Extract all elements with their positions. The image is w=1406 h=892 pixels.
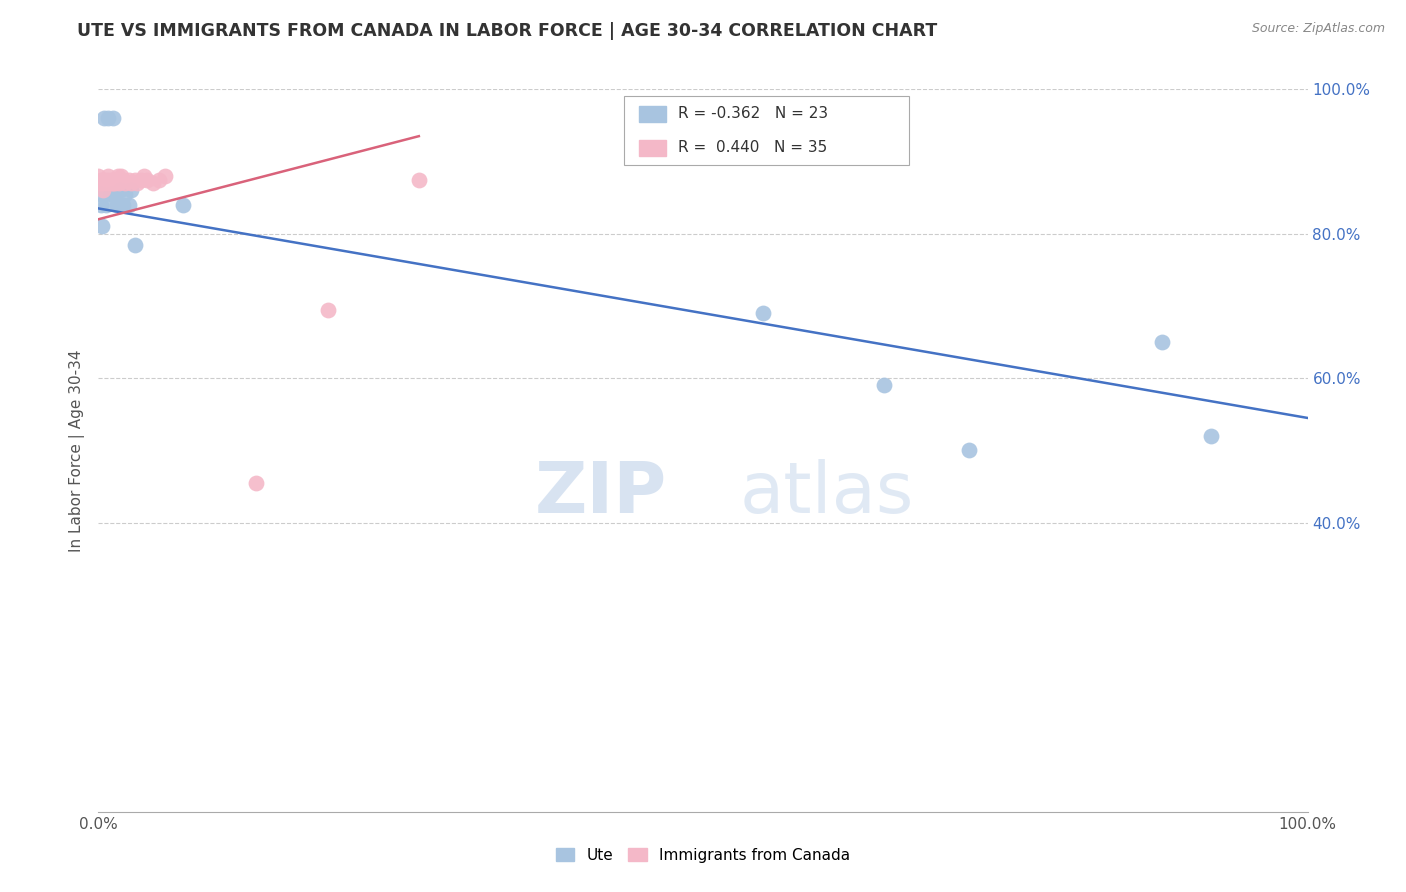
Text: UTE VS IMMIGRANTS FROM CANADA IN LABOR FORCE | AGE 30-34 CORRELATION CHART: UTE VS IMMIGRANTS FROM CANADA IN LABOR F… <box>77 22 938 40</box>
Point <box>111 198 134 212</box>
FancyBboxPatch shape <box>624 96 908 165</box>
Point <box>97 169 120 183</box>
Point <box>134 169 156 183</box>
Point <box>114 176 136 190</box>
Point <box>105 198 128 212</box>
Point <box>153 169 176 183</box>
Point <box>107 169 129 183</box>
Point <box>316 302 339 317</box>
Point <box>1152 334 1174 349</box>
Point <box>93 111 115 125</box>
Point <box>873 378 896 392</box>
Point <box>91 219 114 234</box>
Point <box>96 172 118 186</box>
Text: atlas: atlas <box>740 459 914 528</box>
Point <box>87 169 110 183</box>
Point <box>101 176 124 190</box>
Point <box>90 172 112 186</box>
FancyBboxPatch shape <box>638 140 665 156</box>
Point <box>118 172 141 186</box>
Point <box>108 172 131 186</box>
Point <box>111 172 134 186</box>
Point <box>97 111 120 125</box>
Point <box>100 186 122 201</box>
Point <box>101 111 124 125</box>
Point <box>98 176 121 190</box>
Point <box>104 176 127 190</box>
Point <box>103 172 125 186</box>
Point <box>408 172 430 186</box>
Legend: Ute, Immigrants from Canada: Ute, Immigrants from Canada <box>550 842 856 869</box>
Point <box>127 176 149 190</box>
Point <box>108 198 131 212</box>
Point <box>91 176 114 190</box>
Point <box>124 237 146 252</box>
Point <box>245 475 267 490</box>
Point <box>1199 429 1222 443</box>
Point <box>172 198 194 212</box>
Text: Source: ZipAtlas.com: Source: ZipAtlas.com <box>1251 22 1385 36</box>
Point <box>752 306 775 320</box>
Point <box>142 176 165 190</box>
Text: R =  0.440   N = 35: R = 0.440 N = 35 <box>678 140 827 155</box>
Text: R = -0.362   N = 23: R = -0.362 N = 23 <box>678 106 828 121</box>
Point <box>135 172 157 186</box>
Point <box>148 172 170 186</box>
Point <box>100 172 122 186</box>
Point <box>118 198 141 212</box>
Point <box>103 186 125 201</box>
Text: ZIP: ZIP <box>534 459 666 528</box>
Point <box>100 176 122 190</box>
Y-axis label: In Labor Force | Age 30-34: In Labor Force | Age 30-34 <box>69 349 84 552</box>
Point <box>120 183 142 197</box>
Point <box>129 172 152 186</box>
Point <box>114 186 136 201</box>
Point <box>108 183 131 197</box>
Point <box>957 443 980 458</box>
Point <box>91 183 114 197</box>
Point <box>89 176 111 190</box>
Point <box>110 169 132 183</box>
Point <box>108 176 131 190</box>
Point <box>94 176 117 190</box>
Point <box>94 198 117 212</box>
Point <box>105 172 128 186</box>
Point <box>124 172 146 186</box>
Point <box>93 172 115 186</box>
FancyBboxPatch shape <box>638 105 665 121</box>
Point <box>120 176 142 190</box>
Point <box>90 186 112 201</box>
Point <box>90 198 112 212</box>
